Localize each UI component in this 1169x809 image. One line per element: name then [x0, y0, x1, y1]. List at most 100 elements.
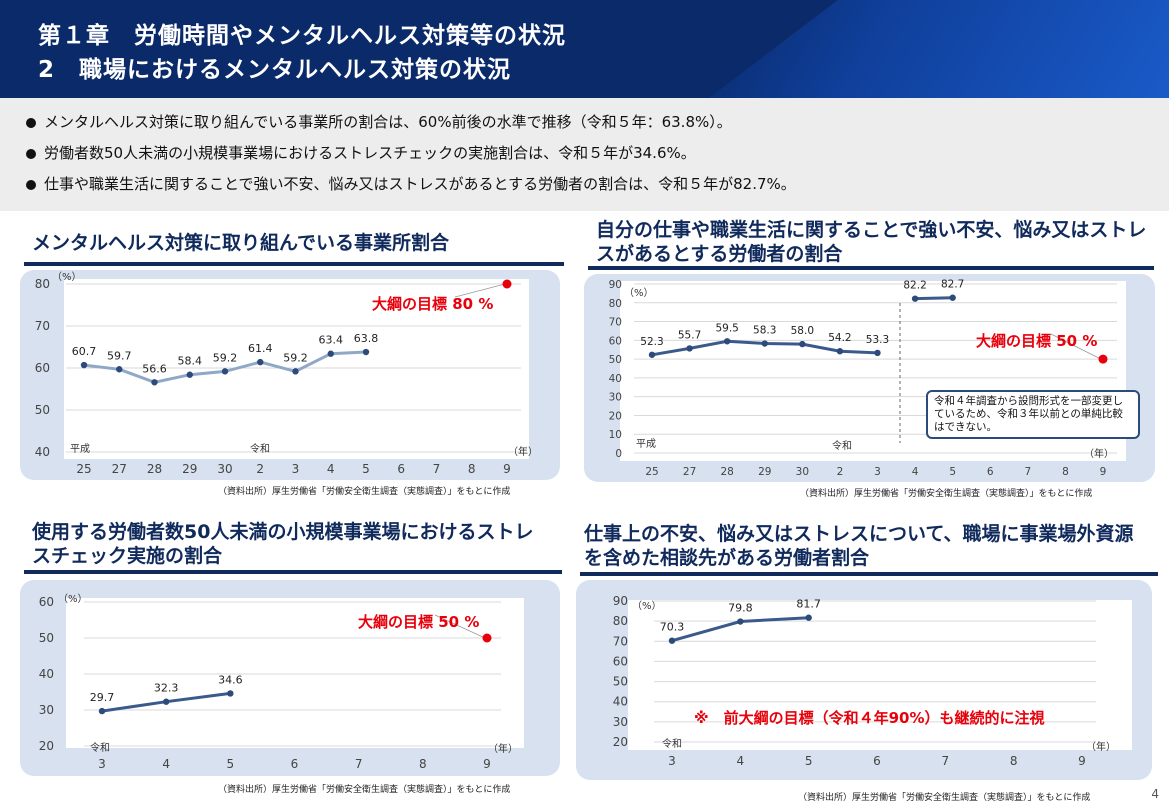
- data-label: 59.5: [715, 322, 738, 334]
- summary-text: 仕事や職業生活に関することで強い不安、悩み又はストレスがあるとする労働者の割合は…: [44, 175, 796, 193]
- y-axis-unit-label: （%）: [58, 593, 88, 605]
- x-tick-label: 9: [1078, 754, 1086, 768]
- y-tick-label: 50: [35, 403, 50, 417]
- x-tick-label: 9: [1100, 466, 1107, 478]
- y-tick-label: 50: [613, 675, 628, 689]
- x-tick-label: 5: [805, 754, 813, 768]
- summary-item: 仕事や職業生活に関することで強い不安、悩み又はストレスがあるとする労働者の割合は…: [26, 173, 796, 194]
- data-label: 82.2: [903, 280, 926, 292]
- target-leader-line: [434, 614, 486, 639]
- chart2-underline: [588, 266, 1154, 270]
- data-label: 61.4: [248, 342, 273, 355]
- chart4-source: （資料出所）厚生労働省「労働安全衛生調査（実態調査）」をもとに作成: [798, 793, 1091, 803]
- data-label: 56.6: [142, 362, 167, 375]
- y-tick-label: 80: [35, 277, 50, 291]
- x-tick-label: 27: [683, 466, 696, 478]
- page-number: 4: [1151, 787, 1159, 801]
- chart2-title: 自分の仕事や職業生活に関することで強い不安、悩み又はストレスがあるとする労働者の…: [596, 219, 1147, 265]
- x-tick-label: 25: [645, 466, 658, 478]
- x-tick-label: 9: [503, 462, 511, 476]
- x-tick-label: 6: [987, 466, 994, 478]
- data-label: 58.3: [753, 325, 776, 337]
- chart2-source: （資料出所）厚生労働省「労働安全衛生調査（実態調査）」をもとに作成: [800, 489, 1093, 499]
- x-tick-label: 30: [796, 466, 809, 478]
- section-title: 2 職場におけるメンタルヘルス対策の状況: [38, 57, 512, 83]
- chart3-plot-bg: [66, 598, 524, 748]
- era-label: 令和: [250, 442, 270, 455]
- chart4-underline: [580, 572, 1158, 576]
- y-tick-label: 20: [39, 739, 54, 753]
- bullet-icon: [26, 148, 36, 159]
- target-point: [502, 279, 512, 289]
- y-tick-label: 80: [613, 614, 628, 628]
- y-axis-unit-label: （%）: [52, 271, 82, 283]
- data-point: [221, 368, 229, 375]
- x-tick-label: 27: [112, 462, 127, 476]
- x-tick-label: 8: [1062, 466, 1069, 478]
- summary-text: メンタルヘルス対策に取り組んでいる事業所の割合は、60%前後の水準で推移（令和５…: [44, 113, 732, 131]
- target-leader-line: [1050, 333, 1102, 360]
- y-tick-label: 60: [35, 361, 50, 375]
- data-point: [805, 614, 812, 621]
- y-tick-label: 50: [39, 631, 54, 645]
- y-tick-label: 30: [39, 703, 54, 717]
- y-tick-label: 50: [609, 354, 622, 366]
- era-label: 令和: [662, 737, 682, 750]
- y-tick-label: 60: [613, 654, 628, 668]
- summary-text: 労働者数50人未満の小規模事業場におけるストレスチェックの実施割合は、令和５年が…: [44, 144, 696, 162]
- y-axis-unit-label: （%）: [632, 600, 662, 612]
- x-tick-label: 3: [668, 754, 676, 768]
- data-point: [292, 368, 299, 375]
- y-tick-label: 70: [609, 317, 622, 329]
- y-tick-label: 10: [609, 429, 622, 441]
- chart3-title: 使用する労働者数50人未満の小規模事業場におけるストレスチェック実施の割合: [32, 521, 534, 567]
- data-point: [98, 707, 106, 715]
- data-label: 81.7: [796, 598, 821, 611]
- y-tick-label: 80: [609, 298, 622, 310]
- summary-box: メンタルヘルス対策に取り組んでいる事業所の割合は、60%前後の水準で推移（令和５…: [0, 98, 1169, 211]
- target-label: 大綱の目標 80 %: [372, 295, 493, 313]
- era-label: 平成: [70, 443, 90, 455]
- data-label: 58.0: [791, 325, 814, 337]
- y-tick-label: 60: [609, 335, 622, 347]
- x-tick-label: 3: [292, 462, 300, 476]
- data-point: [80, 361, 88, 369]
- y-tick-label: 90: [609, 279, 622, 291]
- data-point: [227, 690, 234, 697]
- x-tick-label: 7: [433, 462, 441, 476]
- y-tick-label: 40: [609, 373, 622, 385]
- y-tick-label: 70: [35, 319, 50, 333]
- chart4-note: ※ 前大綱の目標（令和４年90%）も継続的に注視: [694, 709, 1045, 727]
- x-tick-label: 2: [837, 466, 844, 478]
- target-label: 大綱の目標 50 %: [358, 613, 479, 631]
- x-tick-label: 8: [468, 462, 476, 476]
- y-tick-label: 40: [613, 695, 628, 709]
- data-point: [874, 349, 881, 357]
- y-tick-label: 90: [613, 594, 628, 608]
- data-point: [686, 345, 693, 352]
- data-label: 59.2: [283, 351, 308, 364]
- x-tick-label: 7: [355, 757, 363, 771]
- data-label: 29.7: [90, 691, 115, 704]
- chart2-note: 令和４年調査から設問形式を一部変更しているため、令和３年以前との単純比較はできな…: [926, 390, 1140, 439]
- target-label: 大綱の目標 50 %: [976, 332, 1097, 350]
- y-tick-label: 40: [35, 445, 50, 459]
- chart1-underline: [24, 262, 564, 266]
- x-tick-label: 5: [949, 466, 956, 478]
- y-tick-label: 0: [615, 448, 622, 460]
- x-tick-label: 29: [182, 462, 197, 476]
- target-point: [1098, 354, 1108, 364]
- x-tick-label: 8: [419, 757, 427, 771]
- data-label: 79.8: [728, 602, 753, 615]
- x-tick-label: 4: [327, 462, 335, 476]
- x-tick-label: 3: [874, 466, 881, 478]
- data-point: [151, 379, 158, 386]
- chart1-source: （資料出所）厚生労働省「労働安全衛生調査（実態調査）」をもとに作成: [218, 487, 511, 497]
- x-tick-label: 25: [76, 462, 91, 476]
- data-point: [257, 358, 264, 366]
- y-tick-label: 60: [39, 595, 54, 609]
- data-label: 52.3: [640, 336, 663, 348]
- data-point: [911, 295, 919, 302]
